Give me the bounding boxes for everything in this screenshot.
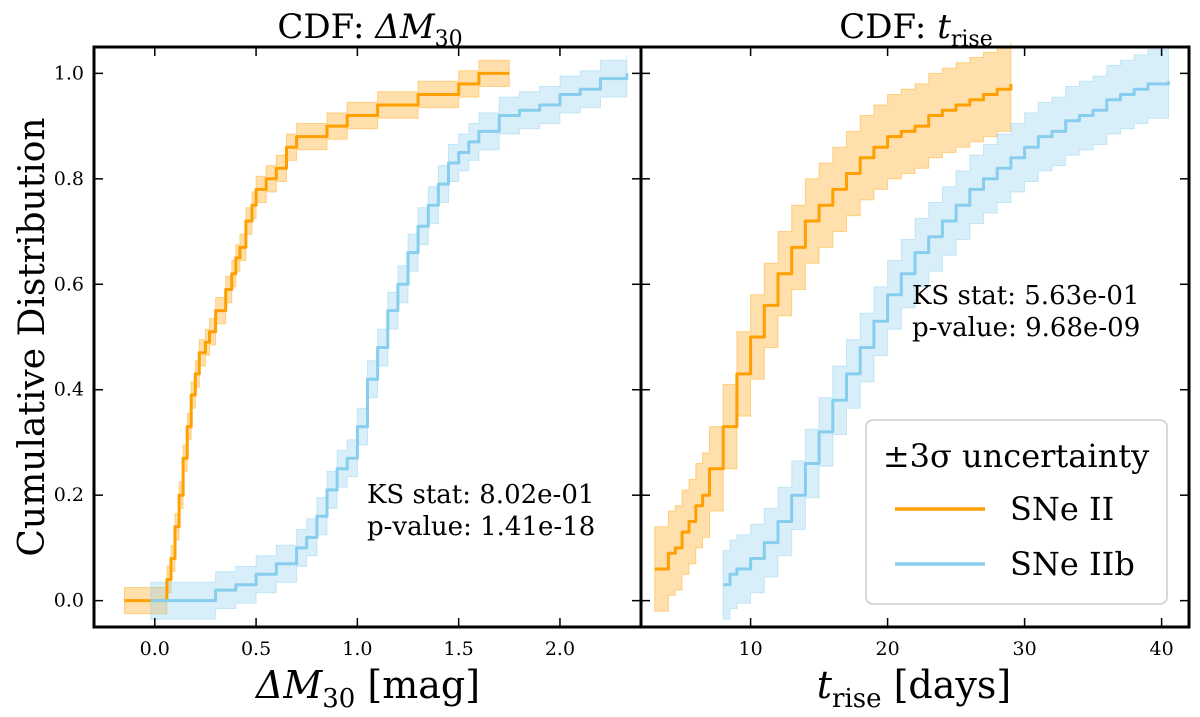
panel-t-rise: 10 20 30 40 CDF: trise trise [days] KS stat… [639, 7, 1191, 714]
y-axis-label: Cumulative Distribution [12, 117, 53, 556]
right-xtick-label: 20 [876, 638, 900, 660]
right-line-sne-iib [723, 81, 1170, 587]
right-xtick-label: 30 [1013, 638, 1037, 660]
legend: ±3σ uncertainty SNe II SNe IIb [865, 419, 1168, 605]
ytick-label: 0.8 [54, 168, 84, 190]
right-line-sne-ii [654, 83, 1013, 571]
right-p-value: p-value: 9.68e-09 [912, 313, 1140, 343]
right-ks-stat: KS stat: 5.63e-01 [912, 281, 1139, 311]
left-x-axis-label: ΔM30 [mag] [254, 663, 480, 714]
right-xtick-label: 10 [739, 638, 763, 660]
left-xtick-label: 1.5 [444, 638, 474, 660]
panel-delta-m30: 0.0 0.5 1.0 1.5 2.0 0.0 0.2 0.4 0.6 0.8 1.0 CDF: Δ… [12, 7, 643, 714]
left-xtick-label: 0.0 [140, 638, 170, 660]
right-ticks: 10 20 30 40 [641, 47, 1189, 660]
left-xtick-label: 1.0 [342, 638, 372, 660]
left-ks-stat: KS stat: 8.02e-01 [367, 480, 594, 510]
left-band-sne-ii [123, 59, 510, 615]
right-xtick-label: 40 [1150, 638, 1174, 660]
left-xtick-label: 0.5 [241, 638, 271, 660]
right-x-axis-label: trise [days] [817, 663, 1011, 714]
ytick-label: 0.6 [54, 273, 84, 295]
left-p-value: p-value: 1.41e-18 [367, 512, 595, 542]
legend-box [865, 419, 1168, 605]
legend-label-sne-iib: SNe IIb [1010, 545, 1135, 583]
ytick-label: 0.0 [54, 590, 84, 612]
left-xtick-label: 2.0 [545, 638, 575, 660]
right-axes-frame [639, 45, 1191, 629]
left-uncertainty-bands [123, 54, 628, 620]
left-line-sne-iib [150, 73, 629, 603]
legend-title: ±3σ uncertainty [883, 437, 1149, 475]
right-series-lines [654, 81, 1170, 587]
ytick-label: 0.2 [54, 484, 84, 506]
left-ticks: 0.0 0.5 1.0 1.5 2.0 0.0 0.2 0.4 0.6 0.8 1.0 [54, 47, 641, 660]
ytick-label: 0.4 [54, 379, 84, 401]
left-line-sne-ii [124, 71, 510, 603]
left-series-lines [124, 71, 629, 603]
right-title: CDF: trise [839, 7, 992, 52]
left-title: CDF: ΔM30 [277, 7, 462, 52]
ytick-label: 1.0 [54, 62, 84, 84]
legend-label-sne-ii: SNe II [1010, 490, 1114, 528]
left-band-sne-iib [150, 54, 628, 620]
right-band-sne-iib [722, 47, 1169, 620]
